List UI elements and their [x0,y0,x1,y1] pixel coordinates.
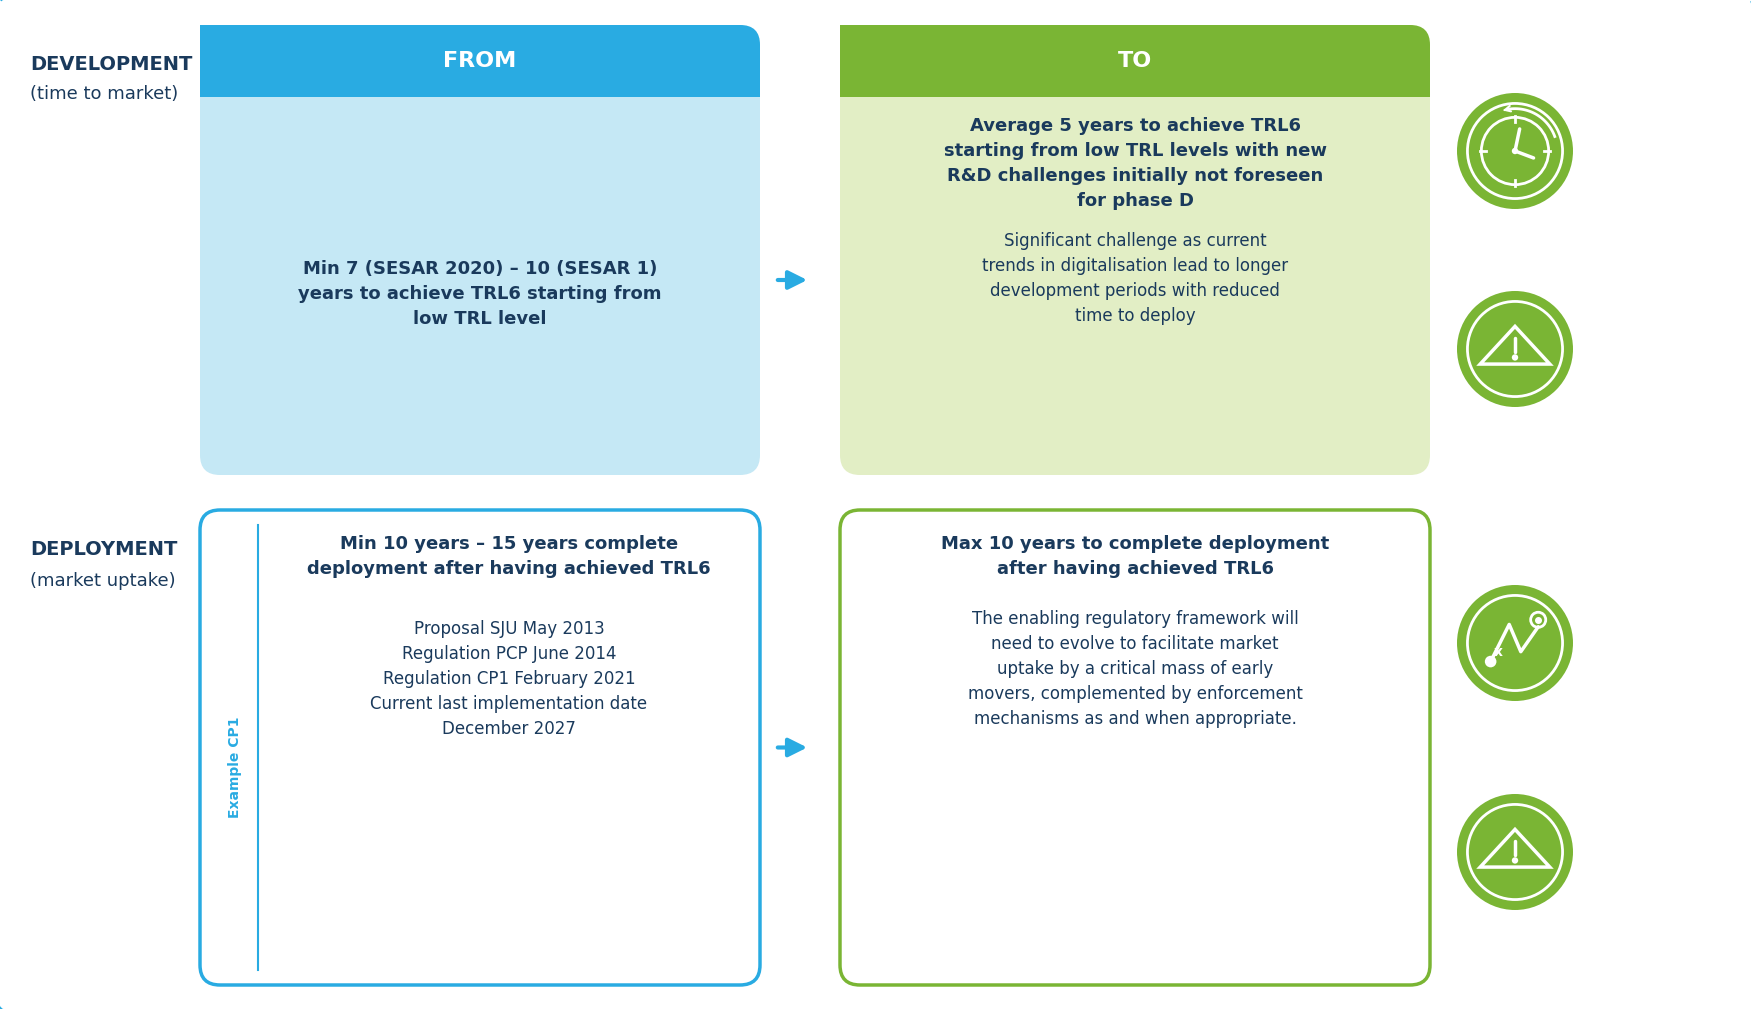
Circle shape [1511,858,1518,864]
Text: The enabling regulatory framework will
need to evolve to facilitate market
uptak: The enabling regulatory framework will n… [968,610,1303,728]
FancyBboxPatch shape [840,25,1431,475]
Text: Average 5 years to achieve TRL6
starting from low TRL levels with new
R&D challe: Average 5 years to achieve TRL6 starting… [944,117,1327,210]
Circle shape [1485,656,1497,667]
Circle shape [1457,291,1572,407]
Text: Significant challenge as current
trends in digitalisation lead to longer
develop: Significant challenge as current trends … [982,232,1289,325]
Circle shape [1511,147,1518,154]
Text: (market uptake): (market uptake) [30,572,175,590]
PathPatch shape [200,25,760,97]
Text: TO: TO [1117,51,1152,71]
Text: Min 10 years – 15 years complete
deployment after having achieved TRL6: Min 10 years – 15 years complete deploym… [306,535,711,578]
Circle shape [1457,585,1572,701]
Text: FROM: FROM [443,51,517,71]
FancyBboxPatch shape [840,510,1431,985]
Circle shape [1511,354,1518,360]
Text: DEPLOYMENT: DEPLOYMENT [30,540,177,559]
FancyBboxPatch shape [200,25,760,475]
Text: (time to market): (time to market) [30,85,179,103]
Text: Max 10 years to complete deployment
after having achieved TRL6: Max 10 years to complete deployment afte… [940,535,1329,578]
Text: DEVELOPMENT: DEVELOPMENT [30,55,193,74]
Text: Example CP1: Example CP1 [228,716,242,818]
Text: x: x [1494,645,1504,659]
PathPatch shape [840,25,1431,97]
Circle shape [1457,93,1572,209]
Text: Proposal SJU May 2013
Regulation PCP June 2014
Regulation CP1 February 2021
Curr: Proposal SJU May 2013 Regulation PCP Jun… [371,620,648,738]
FancyBboxPatch shape [200,510,760,985]
Circle shape [1457,794,1572,910]
Text: Min 7 (SESAR 2020) – 10 (SESAR 1)
years to achieve TRL6 starting from
low TRL le: Min 7 (SESAR 2020) – 10 (SESAR 1) years … [298,259,662,328]
FancyBboxPatch shape [0,0,1751,1009]
